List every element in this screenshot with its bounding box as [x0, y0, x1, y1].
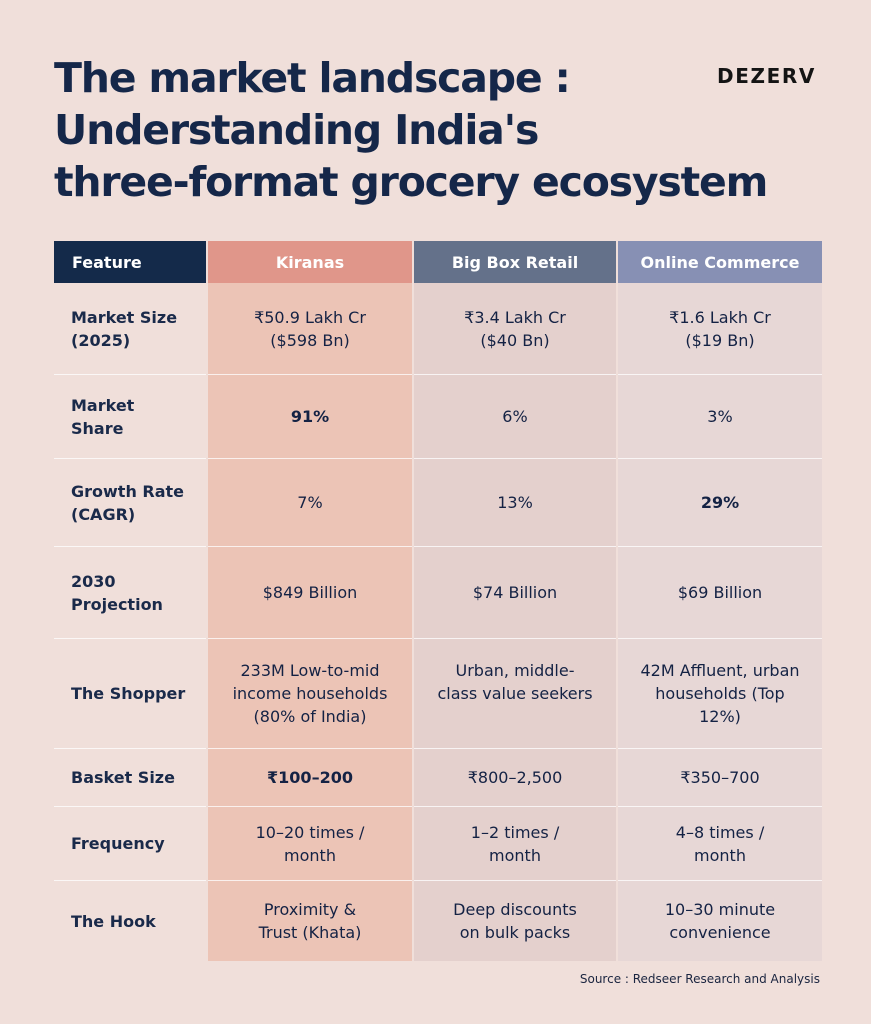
row-label-growth-rate: Growth Rate (CAGR)	[54, 459, 206, 547]
cell-online-the-shopper: 42M Affluent, urban households (Top 12%)	[618, 639, 822, 749]
header-feature: Feature	[54, 241, 206, 283]
header-online-commerce: Online Commerce	[618, 241, 822, 283]
row-label-market-size: Market Size (2025)	[54, 283, 206, 375]
source-note: Source : Redseer Research and Analysis	[579, 972, 820, 986]
cell-kiranas-basket-size: ₹100–200	[208, 749, 412, 807]
cell-kiranas-market-share: 91%	[208, 375, 412, 459]
cell-big-box-market-share: 6%	[414, 375, 616, 459]
cell-online-basket-size: ₹350–700	[618, 749, 822, 807]
row-label-market-share: Market Share	[54, 375, 206, 459]
cell-kiranas-2030-projection: $849 Billion	[208, 547, 412, 639]
cell-online-the-hook: 10–30 minute convenience	[618, 881, 822, 961]
cell-big-box-basket-size: ₹800–2,500	[414, 749, 616, 807]
row-label-the-hook: The Hook	[71, 911, 156, 931]
dezerv-logo: DEZERV	[717, 64, 816, 88]
cell-kiranas-frequency: 10–20 times / month	[208, 807, 412, 881]
row-label-basket-size: Basket Size	[54, 749, 206, 807]
row-label-2030-projection: 2030 Projection	[54, 547, 206, 639]
cell-online-growth-rate: 29%	[618, 459, 822, 547]
page-title: The market landscape : Understanding Ind…	[54, 52, 774, 208]
cell-online-frequency: 4–8 times / month	[618, 807, 822, 881]
title-line-2: Understanding India's	[54, 106, 539, 154]
cell-big-box-the-hook: Deep discounts on bulk packs	[414, 881, 616, 961]
cell-online-2030-projection: $69 Billion	[618, 547, 822, 639]
comparison-table: Feature Kiranas Big Box Retail Online Co…	[54, 241, 822, 961]
title-line-3: three-format grocery ecosystem	[54, 158, 768, 206]
cell-online-market-share: 3%	[618, 375, 822, 459]
cell-kiranas-growth-rate: 7%	[208, 459, 412, 547]
cell-big-box-2030-projection: $74 Billion	[414, 547, 616, 639]
row-label-the-shopper: The Shopper	[54, 639, 206, 749]
row-label-frequency: Frequency	[54, 807, 206, 881]
header-kiranas: Kiranas	[208, 241, 412, 283]
cell-big-box-market-size: ₹3.4 Lakh Cr ($40 Bn)	[414, 283, 616, 375]
cell-big-box-growth-rate: 13%	[414, 459, 616, 547]
cell-big-box-the-shopper: Urban, middle-class value seekers	[414, 639, 616, 749]
header-big-box-retail: Big Box Retail	[414, 241, 616, 283]
title-line-1: The market landscape :	[54, 54, 571, 102]
cell-big-box-frequency: 1–2 times / month	[414, 807, 616, 881]
cell-kiranas-the-shopper: 233M Low-to-mid income households (80% o…	[208, 639, 412, 749]
cell-kiranas-the-hook: Proximity & Trust (Khata)	[208, 881, 412, 961]
cell-kiranas-market-size: ₹50.9 Lakh Cr ($598 Bn)	[208, 283, 412, 375]
cell-online-market-size: ₹1.6 Lakh Cr ($19 Bn)	[618, 283, 822, 375]
